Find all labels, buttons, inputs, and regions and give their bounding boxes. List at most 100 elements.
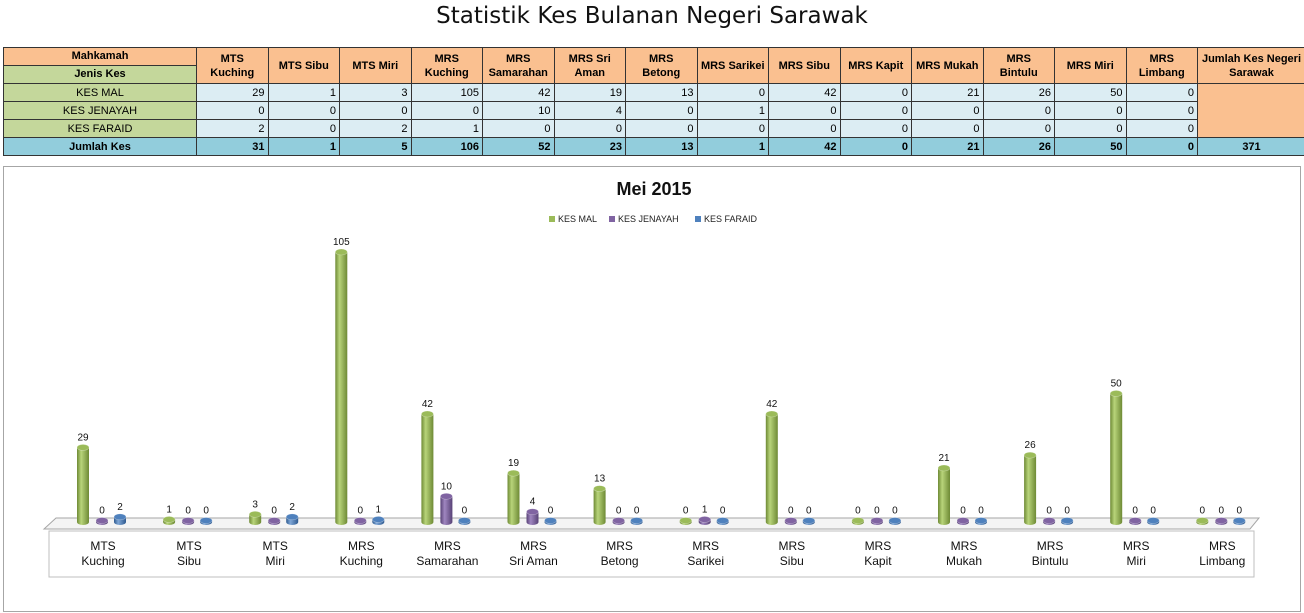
total-blank-cell <box>1197 83 1304 138</box>
court-header: MRS Samarahan <box>482 47 555 84</box>
legend-swatch <box>609 216 615 222</box>
table-cell: 0 <box>911 101 984 120</box>
sum-cell: 23 <box>553 137 626 156</box>
value-label: 2 <box>117 502 123 513</box>
table-cell: 0 <box>410 101 483 120</box>
bar-cap <box>974 517 988 524</box>
bar-kes-jenayah <box>526 511 539 525</box>
value-label: 0 <box>1237 506 1243 517</box>
legend-label: KES FARAID <box>704 214 758 224</box>
bar-cap <box>784 517 798 524</box>
table-cell: 1 <box>696 101 769 120</box>
bar-cap <box>630 517 643 524</box>
table-cell: 0 <box>196 101 269 120</box>
bar-cap <box>698 516 712 523</box>
bar-cap <box>526 508 539 516</box>
table-cell: 0 <box>768 119 841 138</box>
bar-cap <box>679 517 693 524</box>
table-cell: 0 <box>482 119 555 138</box>
court-header: MRS Kapit <box>839 47 912 84</box>
value-label: 0 <box>1132 506 1138 517</box>
table-cell: 42 <box>482 83 555 102</box>
value-label: 0 <box>358 506 364 517</box>
court-header: MRS Mukah <box>911 47 984 84</box>
category-label: MRS Miri <box>1123 539 1150 568</box>
bar-kes-mal <box>77 447 89 525</box>
table-cell: 42 <box>768 83 841 102</box>
table-row: KES JENAYAH 0 0 0 0 10 4 0 1 0 0 0 0 0 0 <box>3 101 1304 120</box>
table-cell: 0 <box>1125 119 1198 138</box>
category-label: MTS Sibu <box>176 539 201 568</box>
table-cell: 0 <box>982 101 1055 120</box>
bar-cap <box>1023 451 1037 459</box>
value-label: 50 <box>1111 378 1123 389</box>
court-header: MRS Sibu <box>768 47 841 84</box>
bar-cap <box>1215 517 1228 524</box>
category-label: MRS Mukah <box>946 539 982 568</box>
grand-total-cell: 371 <box>1197 137 1304 156</box>
category-label: MRS Sarikei <box>687 539 724 568</box>
total-header: Jumlah Kes Negeri Sarawak <box>1197 47 1304 84</box>
table-cell: 10 <box>482 101 555 120</box>
table-cell: 2 <box>196 119 269 138</box>
value-label: 0 <box>683 506 689 517</box>
sum-row: Jumlah Kes 31 1 5 106 52 23 13 1 42 0 21 26 50 0 371 <box>3 137 1304 156</box>
bar-cap <box>888 517 902 524</box>
value-label: 0 <box>806 506 812 517</box>
bar-cap <box>1146 517 1160 524</box>
value-label: 0 <box>960 506 966 517</box>
court-header: MTS Kuching <box>196 47 269 84</box>
bar-cap <box>76 444 90 451</box>
table-cell: 0 <box>267 101 340 120</box>
value-label: 1 <box>376 504 382 515</box>
legend-swatch <box>695 216 701 222</box>
sum-cell: 5 <box>339 137 412 156</box>
table-cell: 0 <box>982 119 1055 138</box>
sum-cell: 1 <box>267 137 340 156</box>
table-cell: 0 <box>1125 101 1198 120</box>
table-cell: 0 <box>267 119 340 138</box>
value-label: 0 <box>1200 506 1206 517</box>
sum-cell: 13 <box>625 137 698 156</box>
table-cell: 3 <box>339 83 412 102</box>
stats-table: Mahkamah MTS Kuching MTS Sibu MTS Miri MRS … <box>3 47 1304 156</box>
bar-cap <box>507 469 520 477</box>
value-label: 0 <box>1150 506 1156 517</box>
bar-cap <box>1233 517 1246 524</box>
bar-kes-mal <box>593 488 606 525</box>
value-label: 1 <box>166 504 172 515</box>
bar-kes-mal <box>421 414 434 525</box>
value-label: 21 <box>938 453 950 464</box>
value-label: 0 <box>978 506 984 517</box>
value-label: 0 <box>616 506 622 517</box>
table-cell: 21 <box>911 83 984 102</box>
row-label: KES MAL <box>3 83 197 102</box>
category-label: MRS Samarahan <box>416 539 478 568</box>
bar-cap <box>1128 517 1142 524</box>
value-label: 0 <box>855 506 861 517</box>
value-label: 0 <box>271 506 277 517</box>
row-label: KES FARAID <box>3 119 197 138</box>
value-label: 0 <box>1046 506 1052 517</box>
legend-label: KES JENAYAH <box>618 214 679 224</box>
bar-kes-mal <box>765 414 778 525</box>
category-label: MTS Kuching <box>81 539 124 568</box>
table-cell: 0 <box>625 119 698 138</box>
bar-cap <box>421 410 434 418</box>
value-label: 0 <box>99 506 105 517</box>
bar-cap <box>593 485 606 492</box>
court-header: MRS Limbang <box>1125 47 1198 84</box>
bar-cap <box>765 410 779 418</box>
table-cell: 26 <box>982 83 1055 102</box>
table-cell: 29 <box>196 83 269 102</box>
bar-cap <box>1060 517 1074 524</box>
category-label: MRS Sri Aman <box>509 539 558 568</box>
bar-cap <box>612 517 625 524</box>
court-header: MRS Miri <box>1054 47 1127 84</box>
value-label: 0 <box>548 506 554 517</box>
table-cell: 0 <box>625 101 698 120</box>
table-cell: 0 <box>553 119 626 138</box>
category-label: MRS Kuching <box>340 539 383 568</box>
table-cell: 0 <box>911 119 984 138</box>
category-label: MTS Miri <box>263 539 288 568</box>
